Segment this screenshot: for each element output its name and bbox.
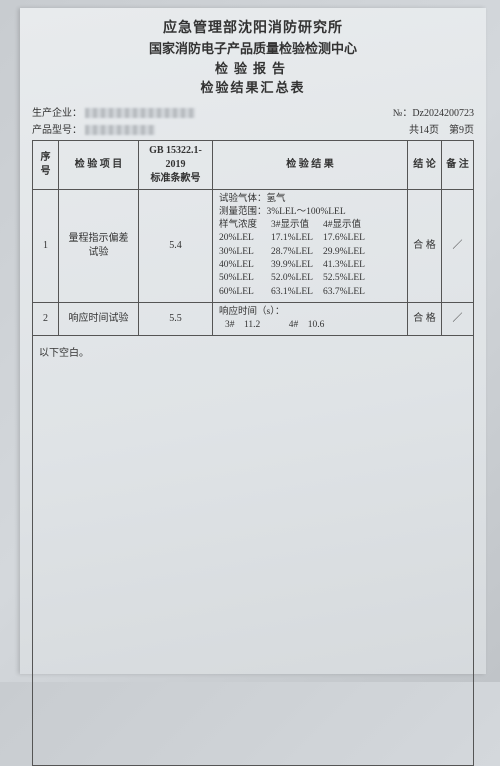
grid-cell: 29.9%LEL (323, 246, 369, 259)
manufacturer-value-redacted (85, 108, 195, 118)
result-block-1: 试验气体：氢气 测量范围：3%LEL～100%LEL 样气浓度 3#显示值 4#显示… (217, 193, 403, 299)
doc-no-value: Dz2024200723 (412, 108, 474, 119)
cell-item: 响应时间试验 (59, 302, 139, 336)
cell-std: 5.5 (139, 302, 213, 336)
resp-line-1: 响应时间（s）： (219, 306, 401, 319)
cell-remark: ／ (442, 302, 474, 336)
col-result: 检 验 结 果 (213, 140, 408, 189)
table-row: 2 响应时间试验 5.5 响应时间（s）： 3# 11.2 4# 10.6 合 … (33, 302, 474, 336)
grid-cell: 41.3%LEL (323, 259, 369, 272)
results-table: 序号 检 验 项 目 GB 15322.1-2019 标准条款号 检 验 结 果… (32, 140, 474, 337)
col-idx: 序号 (33, 140, 59, 189)
grid-cell: 17.1%LEL (271, 232, 317, 245)
table-body: 1 量程指示偏差 试验 5.4 试验气体：氢气 测量范围：3%LEL～100%L… (33, 189, 474, 336)
col-std: GB 15322.1-2019 标准条款号 (139, 140, 213, 189)
doc-no-line: №：Dz2024200723 (393, 104, 474, 119)
doc-type: 检验报告 (32, 59, 474, 79)
grid-cell: 60%LEL (219, 286, 265, 299)
model-value-redacted (85, 125, 155, 135)
col-item: 检 验 项 目 (59, 140, 139, 189)
page-info: 共14页 第9页 (393, 121, 474, 136)
blank-area: 以下空白。 (32, 336, 474, 766)
cell-item: 量程指示偏差 试验 (59, 189, 139, 302)
grid-cell: 52.0%LEL (271, 272, 317, 285)
cell-result: 响应时间（s）： 3# 11.2 4# 10.6 (213, 302, 408, 336)
gas-line: 试验气体：氢气 (219, 193, 401, 206)
doc-subtitle: 检验结果汇总表 (32, 78, 474, 98)
grid-cell: 39.9%LEL (271, 259, 317, 272)
grid-cell: 52.5%LEL (323, 272, 369, 285)
doc-no-label: №： (393, 108, 413, 119)
range-line: 测量范围：3%LEL～100%LEL (219, 206, 401, 219)
cell-idx: 1 (33, 189, 59, 302)
col-conclusion: 结 论 (408, 140, 442, 189)
manufacturer-line: 生产企业： (32, 104, 195, 119)
cell-conclusion: 合 格 (408, 189, 442, 302)
grid-cell: 50%LEL (219, 272, 265, 285)
result-grid: 样气浓度 3#显示值 4#显示值 20%LEL 17.1%LEL 17.6%LEL 30%L… (219, 219, 401, 299)
grid-cell: 28.7%LEL (271, 246, 317, 259)
col-remark: 备 注 (442, 140, 474, 189)
org-line-1: 应急管理部沈阳消防研究所 (32, 18, 474, 39)
report-header: 应急管理部沈阳消防研究所 国家消防电子产品质量检验检测中心 检验报告 检验结果汇… (32, 18, 474, 98)
meta-row: 生产企业： 产品型号： №：Dz2024200723 共14页 第9页 (32, 104, 474, 136)
org-line-2: 国家消防电子产品质量检验检测中心 (32, 39, 474, 59)
cell-idx: 2 (33, 302, 59, 336)
model-label: 产品型号： (32, 125, 82, 136)
table-header-row: 序号 检 验 项 目 GB 15322.1-2019 标准条款号 检 验 结 果… (33, 140, 474, 189)
table-row: 1 量程指示偏差 试验 5.4 试验气体：氢气 测量范围：3%LEL～100%L… (33, 189, 474, 302)
model-line: 产品型号： (32, 121, 195, 136)
grid-header-cell: 4#显示值 (323, 219, 369, 232)
blank-below-text: 以下空白。 (39, 344, 467, 359)
cell-remark: ／ (442, 189, 474, 302)
grid-cell: 63.1%LEL (271, 286, 317, 299)
grid-header-cell: 样气浓度 (219, 219, 265, 232)
result-block-2: 响应时间（s）： 3# 11.2 4# 10.6 (217, 306, 403, 333)
manufacturer-label: 生产企业： (32, 108, 82, 119)
grid-cell: 63.7%LEL (323, 286, 369, 299)
grid-cell: 30%LEL (219, 246, 265, 259)
resp-line-2: 3# 11.2 4# 10.6 (219, 319, 401, 332)
report-sheet: 应急管理部沈阳消防研究所 国家消防电子产品质量检验检测中心 检验报告 检验结果汇… (20, 8, 486, 674)
grid-cell: 20%LEL (219, 232, 265, 245)
cell-conclusion: 合 格 (408, 302, 442, 336)
grid-header-cell: 3#显示值 (271, 219, 317, 232)
grid-cell: 40%LEL (219, 259, 265, 272)
cell-result: 试验气体：氢气 测量范围：3%LEL～100%LEL 样气浓度 3#显示值 4#显示… (213, 189, 408, 302)
cell-std: 5.4 (139, 189, 213, 302)
grid-cell: 17.6%LEL (323, 232, 369, 245)
